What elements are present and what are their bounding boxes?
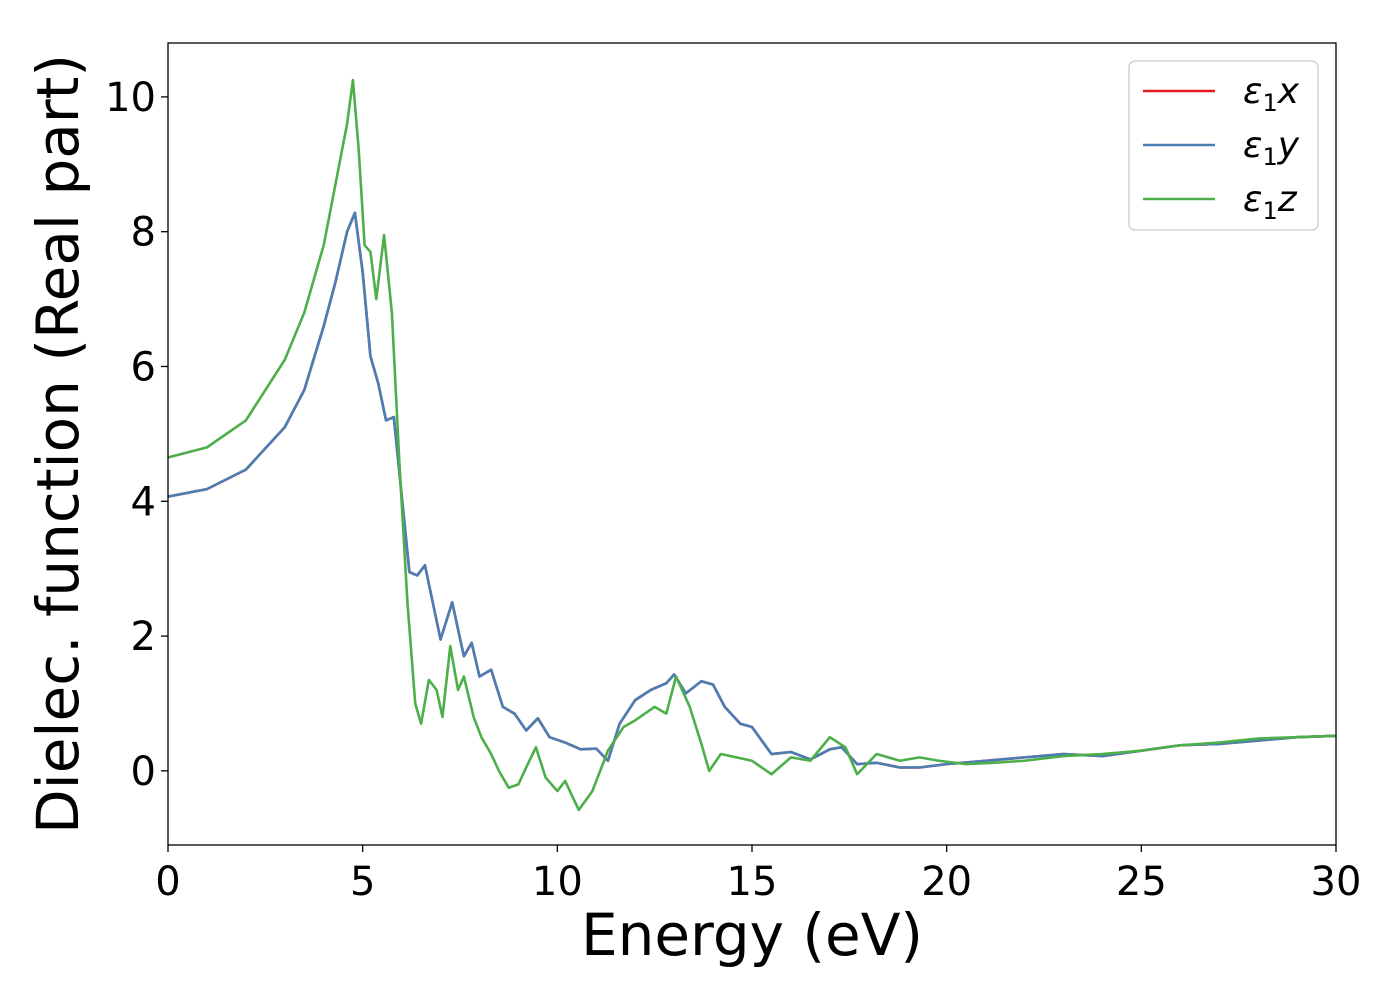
y-tick-label: 4 [131, 479, 156, 525]
legend-box [1128, 60, 1319, 231]
x-tick-label: 30 [1311, 859, 1362, 905]
x-tick-label: 25 [1116, 859, 1167, 905]
legend: ε1x ε1y ε1z [1128, 60, 1319, 231]
legend-label-y: ε1y [1243, 125, 1300, 171]
x-tick-label: 20 [921, 859, 972, 905]
series-line-z [168, 78, 1336, 812]
y-tick-label: 8 [131, 210, 156, 256]
legend-label-z: ε1z [1243, 179, 1298, 225]
x-tick-label: 10 [532, 859, 583, 905]
x-tick-label: 0 [155, 859, 180, 905]
x-axis-title: Energy (eV) [581, 901, 923, 969]
y-tick-label: 10 [105, 75, 156, 121]
y-tick-label: 6 [131, 344, 156, 390]
y-tick-label: 2 [131, 614, 156, 660]
x-tick-label: 15 [727, 859, 778, 905]
plot-area [168, 78, 1336, 812]
x-tick-label: 5 [350, 859, 375, 905]
series-line-y [168, 211, 1336, 769]
y-tick-label: 0 [131, 749, 156, 795]
axes: 0 5 10 15 20 25 30 0 2 4 6 8 10 [105, 42, 1362, 905]
y-axis-title: Dielec. function (Real part) [24, 54, 92, 834]
legend-label-x: ε1x [1243, 71, 1300, 117]
